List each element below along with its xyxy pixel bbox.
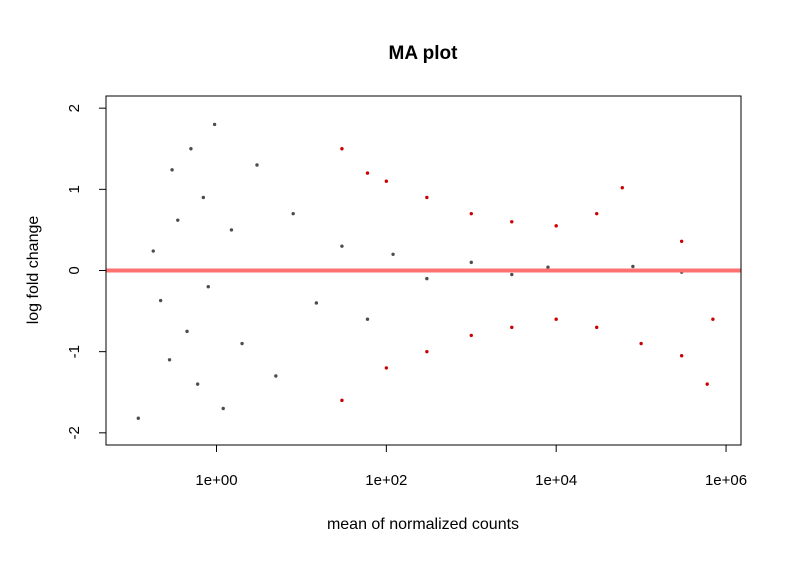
point-s0-21	[391, 252, 395, 256]
point-s0-0	[136, 416, 140, 420]
point-s0-9	[201, 195, 206, 200]
y-tick-label: 1	[66, 185, 83, 193]
x-axis: 1e+00 1e+02 1e+04 1e+06	[195, 444, 747, 489]
y-tick-label: -2	[66, 426, 83, 439]
point-s0-24	[510, 272, 514, 277]
point-s1-6	[554, 224, 558, 228]
point-s1-18	[679, 354, 684, 358]
point-s1-16	[595, 325, 599, 330]
y-axis-label: log fold change	[25, 216, 42, 325]
point-s0-17	[291, 211, 295, 216]
point-s0-23	[469, 260, 473, 265]
y-axis: -2 -1 0 1 2	[66, 104, 107, 439]
point-s0-7	[189, 147, 193, 151]
point-s1-3	[425, 195, 429, 200]
x-tick-label: 1e+02	[365, 472, 407, 489]
point-s1-7	[595, 211, 599, 216]
data-points	[136, 122, 715, 420]
point-s0-15	[255, 163, 259, 167]
x-tick-label: 1e+00	[195, 472, 237, 489]
point-s1-12	[425, 349, 429, 354]
y-tick-label: 2	[66, 104, 83, 112]
x-tick-label: 1e+04	[535, 472, 577, 489]
point-s0-6	[185, 329, 189, 334]
point-s0-16	[274, 374, 278, 378]
chart-title: MA plot	[389, 43, 459, 64]
point-s0-5	[176, 218, 180, 222]
point-s1-5	[510, 220, 514, 224]
point-s0-11	[212, 122, 217, 127]
point-s1-8	[620, 186, 624, 190]
point-s1-9	[679, 239, 684, 243]
point-s1-13	[469, 333, 473, 338]
point-s0-12	[221, 406, 225, 411]
point-s1-20	[711, 317, 715, 321]
point-s0-8	[195, 382, 200, 386]
point-s1-11	[384, 366, 389, 370]
point-s0-4	[167, 358, 172, 362]
y-tick-label: -1	[66, 345, 83, 358]
point-s0-27	[631, 264, 635, 269]
point-s0-3	[170, 168, 174, 172]
point-s0-13	[229, 228, 234, 232]
point-s1-19	[705, 382, 709, 386]
x-tick-label: 1e+06	[705, 472, 747, 489]
point-s0-18	[314, 301, 319, 305]
point-s0-2	[158, 298, 163, 303]
point-s0-25	[546, 265, 550, 269]
point-s0-10	[206, 285, 210, 289]
point-s1-14	[510, 325, 514, 330]
point-s0-22	[425, 276, 429, 281]
point-s1-2	[384, 179, 389, 183]
point-s1-10	[340, 398, 344, 403]
point-s1-0	[340, 147, 344, 151]
x-axis-label: mean of normalized counts	[327, 516, 519, 533]
point-s1-15	[554, 317, 558, 321]
point-s1-4	[469, 211, 473, 216]
point-s0-20	[365, 317, 370, 321]
point-s0-19	[340, 244, 344, 248]
point-s1-1	[365, 171, 370, 175]
point-s0-1	[151, 249, 155, 253]
y-tick-label: 0	[66, 266, 83, 274]
point-s1-17	[639, 341, 643, 346]
point-s0-14	[240, 341, 244, 346]
